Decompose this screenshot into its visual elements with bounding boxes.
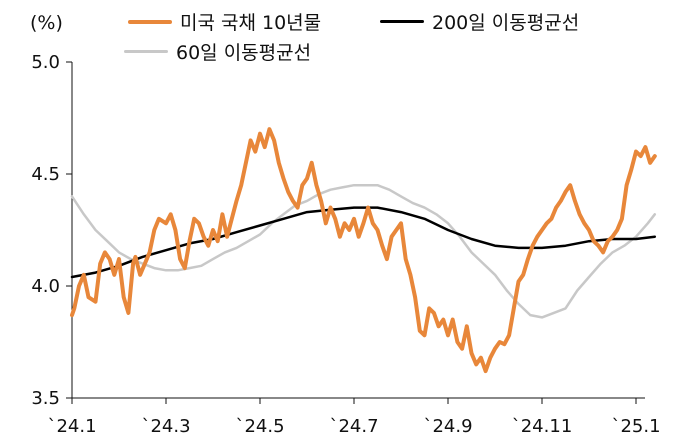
- legend-label-ma60: 60일 이동평균선: [176, 42, 312, 64]
- series-line-treasury-10y: [70, 127, 657, 374]
- x-tick-label: `24.7: [329, 416, 378, 437]
- series-line-ma200: [70, 206, 657, 279]
- legend-swatch-ma200: [380, 20, 424, 23]
- x-tick-label: `24.9: [423, 416, 472, 437]
- y-axis-unit-label: (%): [30, 12, 63, 34]
- series-line-ma60: [70, 183, 657, 319]
- series-group: [70, 127, 657, 374]
- y-tick-label: 4.5: [31, 164, 60, 185]
- y-tick-label: 5.0: [31, 52, 60, 73]
- x-tick-label: `24.1: [47, 416, 96, 437]
- y-ticks: 3.5 4.0 4.5 5.0: [31, 52, 72, 409]
- x-tick-label: `24.3: [141, 416, 190, 437]
- x-tick-label: `24.5: [235, 416, 284, 437]
- y-tick-label: 4.0: [31, 276, 60, 297]
- y-tick-label: 3.5: [31, 388, 60, 409]
- legend-swatch-ma60: [124, 50, 168, 53]
- x-ticks: `24.1 `24.3 `24.5 `24.7 `24.9 `24.11 `25.1: [47, 398, 661, 437]
- x-tick-label: `25.1: [611, 416, 660, 437]
- legend-item-ma60: 60일 이동평균선: [124, 38, 311, 65]
- legend-item-treasury-10y: 미국 국채 10년물: [128, 8, 321, 35]
- legend-swatch-treasury-10y: [128, 19, 172, 24]
- x-tick-label: `24.11: [512, 416, 573, 437]
- legend-label-ma200: 200일 이동평균선: [432, 12, 580, 34]
- legend-item-ma200: 200일 이동평균선: [380, 8, 579, 35]
- legend-label-treasury-10y: 미국 국채 10년물: [180, 12, 322, 34]
